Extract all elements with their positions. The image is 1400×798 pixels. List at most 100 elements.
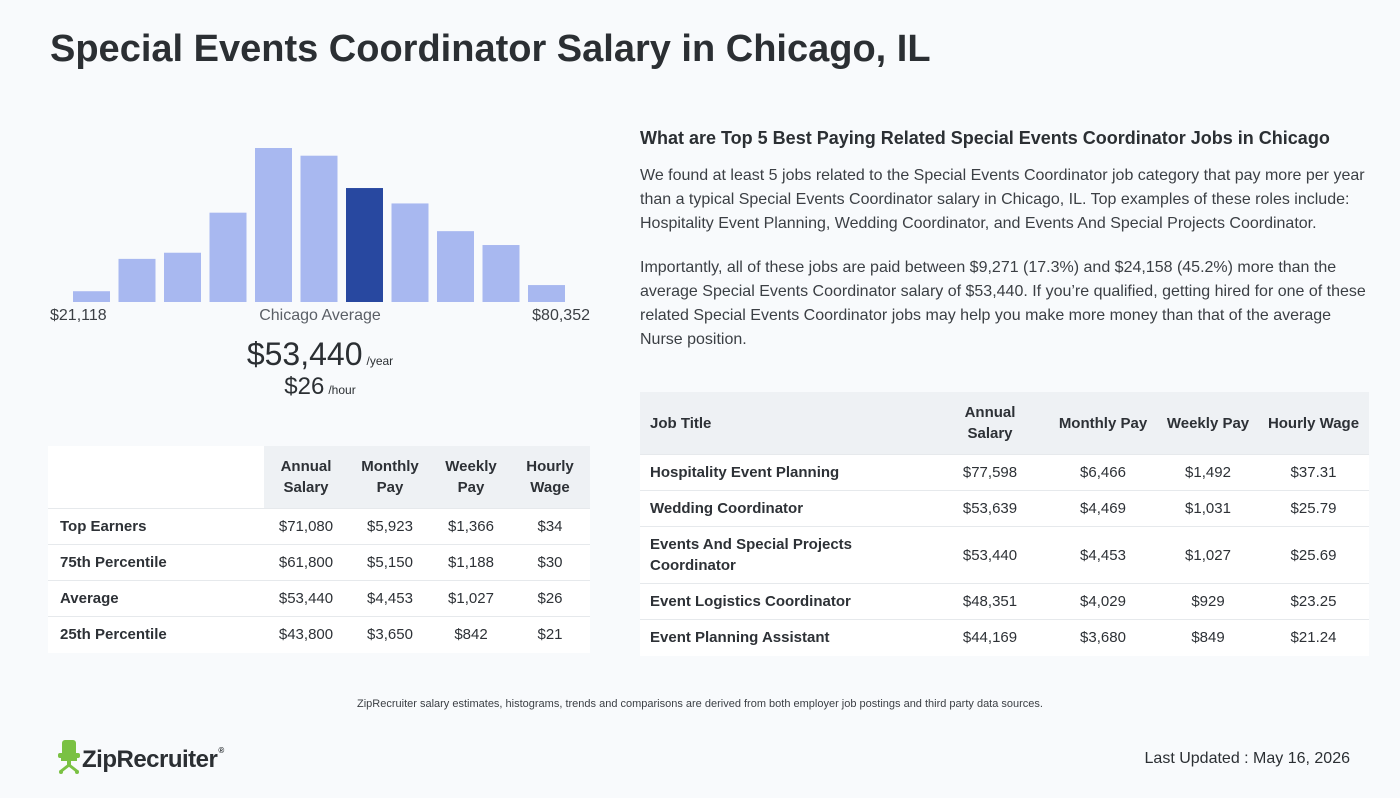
jobs-header-monthly: Monthly Pay [1048, 392, 1158, 455]
row-label: Average [48, 580, 264, 617]
cell-hourly: $37.31 [1258, 454, 1369, 491]
table-row: Average $53,440 $4,453 $1,027 $26 [48, 580, 590, 617]
histogram-bar [391, 203, 429, 302]
histogram-average-label: Chicago Average [259, 307, 381, 324]
salary-histogram [50, 140, 590, 302]
average-salary-block: $53,440/year $26/hour [50, 336, 590, 401]
job-title: Event Planning Assistant [640, 619, 932, 656]
percentile-header-hourly: Hourly Wage [510, 446, 590, 509]
average-hourly-unit: /hour [328, 383, 356, 397]
histogram-bar [255, 148, 292, 302]
jobs-header-annual: Annual Salary [932, 392, 1048, 455]
cell-weekly: $1,492 [1158, 454, 1258, 491]
cell-weekly: $1,188 [432, 544, 510, 581]
cell-annual: $53,440 [932, 526, 1048, 584]
percentile-header-monthly: Monthly Pay [348, 446, 432, 509]
average-hourly-value: $26 [284, 373, 325, 400]
job-title: Hospitality Event Planning [640, 454, 932, 491]
related-jobs-paragraph-2: Importantly, all of these jobs are paid … [640, 259, 1366, 348]
histogram-bar [346, 188, 383, 302]
histogram-bar [528, 285, 565, 302]
cell-monthly: $4,469 [1048, 490, 1158, 527]
jobs-header-hourly: Hourly Wage [1258, 392, 1369, 455]
related-jobs-table: Job Title Annual Salary Monthly Pay Week… [640, 392, 1369, 656]
percentile-table: Annual Salary Monthly Pay Weekly Pay Hou… [48, 446, 590, 653]
row-label: 75th Percentile [48, 544, 264, 581]
chair-icon [58, 740, 80, 779]
logo-text: ZipRecruiter® [82, 745, 224, 773]
average-yearly-value: $53,440 [246, 336, 363, 372]
job-title: Events And Special Projects Coordinator [640, 526, 932, 584]
average-yearly-unit: /year [366, 354, 394, 368]
row-label: 25th Percentile [48, 616, 264, 653]
table-row: Events And Special Projects Coordinator … [640, 526, 1369, 584]
cell-monthly: $6,466 [1048, 454, 1158, 491]
cell-annual: $48,351 [932, 583, 1048, 620]
job-title: Wedding Coordinator [640, 490, 932, 527]
percentile-header-weekly: Weekly Pay [432, 446, 510, 509]
cell-annual: $53,440 [264, 580, 348, 617]
histogram-bar [437, 231, 474, 302]
data-source-footnote: ZipRecruiter salary estimates, histogram… [357, 698, 1043, 710]
histogram-bar [482, 245, 520, 302]
histogram-axis-labels: Chicago Average $21,118 $80,352 [50, 307, 590, 329]
job-title: Event Logistics Coordinator [640, 583, 932, 620]
table-row: 75th Percentile $61,800 $5,150 $1,188 $3… [48, 544, 590, 581]
cell-hourly: $21.24 [1258, 619, 1369, 656]
histogram-bar [118, 258, 156, 302]
cell-weekly: $1,366 [432, 508, 510, 545]
histogram-bar [164, 252, 201, 302]
related-jobs-paragraph-1: We found at least 5 jobs related to the … [640, 167, 1365, 232]
cell-annual: $61,800 [264, 544, 348, 581]
page-title: Special Events Coordinator Salary in Chi… [50, 28, 931, 70]
table-row: Event Logistics Coordinator $48,351 $4,0… [640, 583, 1369, 620]
histogram-min-label: $21,118 [50, 307, 107, 324]
cell-hourly: $34 [510, 508, 590, 545]
cell-monthly: $4,029 [1048, 583, 1158, 620]
table-row: Top Earners $71,080 $5,923 $1,366 $34 [48, 508, 590, 545]
histogram-max-label: $80,352 [532, 307, 590, 324]
cell-monthly: $4,453 [348, 580, 432, 617]
table-row: 25th Percentile $43,800 $3,650 $842 $21 [48, 616, 590, 653]
cell-weekly: $849 [1158, 619, 1258, 656]
cell-annual: $53,639 [932, 490, 1048, 527]
jobs-table-header: Job Title Annual Salary Monthly Pay Week… [640, 392, 1369, 455]
last-updated: Last Updated : May 16, 2026 [1144, 750, 1350, 767]
cell-weekly: $1,027 [1158, 526, 1258, 584]
percentile-header-annual: Annual Salary [264, 446, 348, 509]
cell-weekly: $929 [1158, 583, 1258, 620]
cell-monthly: $3,680 [1048, 619, 1158, 656]
cell-hourly: $21 [510, 616, 590, 653]
table-row: Wedding Coordinator $53,639 $4,469 $1,03… [640, 490, 1369, 527]
percentile-table-header: Annual Salary Monthly Pay Weekly Pay Hou… [48, 446, 590, 509]
cell-hourly: $25.79 [1258, 490, 1369, 527]
related-jobs-heading: What are Top 5 Best Paying Related Speci… [640, 128, 1330, 148]
cell-annual: $43,800 [264, 616, 348, 653]
cell-hourly: $26 [510, 580, 590, 617]
histogram-bar [209, 212, 247, 302]
average-yearly: $53,440/year [50, 336, 590, 373]
ziprecruiter-logo[interactable]: ZipRecruiter® [58, 740, 224, 779]
average-hourly: $26/hour [50, 373, 590, 401]
row-label: Top Earners [48, 508, 264, 545]
table-row: Hospitality Event Planning $77,598 $6,46… [640, 454, 1369, 491]
cell-hourly: $25.69 [1258, 526, 1369, 584]
cell-weekly: $1,031 [1158, 490, 1258, 527]
cell-hourly: $23.25 [1258, 583, 1369, 620]
cell-annual: $44,169 [932, 619, 1048, 656]
cell-weekly: $842 [432, 616, 510, 653]
histogram-svg [73, 148, 565, 302]
cell-monthly: $5,150 [348, 544, 432, 581]
histogram-bar [73, 291, 110, 302]
cell-annual: $71,080 [264, 508, 348, 545]
cell-monthly: $5,923 [348, 508, 432, 545]
cell-weekly: $1,027 [432, 580, 510, 617]
percentile-header-blank [48, 446, 264, 509]
jobs-header-weekly: Weekly Pay [1158, 392, 1258, 455]
cell-hourly: $30 [510, 544, 590, 581]
cell-annual: $77,598 [932, 454, 1048, 491]
cell-monthly: $3,650 [348, 616, 432, 653]
cell-monthly: $4,453 [1048, 526, 1158, 584]
histogram-bar [300, 155, 338, 302]
table-row: Event Planning Assistant $44,169 $3,680 … [640, 619, 1369, 656]
